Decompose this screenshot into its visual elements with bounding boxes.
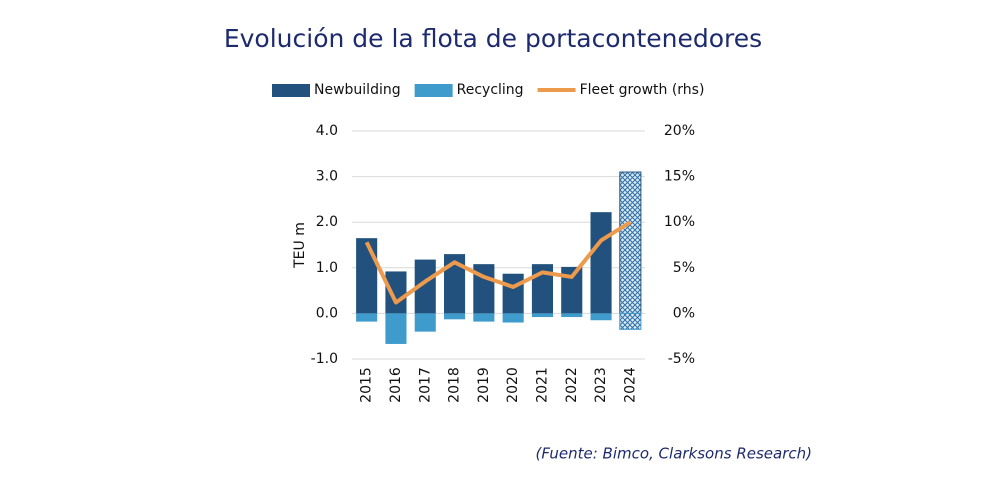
y-tick-label: -1.0 bbox=[311, 351, 338, 367]
y2-tick-label: 20% bbox=[664, 123, 695, 139]
y2-tick-label: -5% bbox=[668, 351, 695, 367]
bar bbox=[619, 171, 642, 314]
x-tick-label: 2018 bbox=[447, 367, 463, 403]
bar bbox=[561, 313, 583, 318]
legend-label: Fleet growth (rhs) bbox=[580, 82, 705, 98]
x-tick-label: 2017 bbox=[417, 367, 433, 403]
bar bbox=[531, 313, 553, 318]
bar bbox=[385, 271, 407, 314]
bar bbox=[414, 313, 436, 332]
y-axis-label: TEU m bbox=[292, 222, 308, 269]
y-tick-label: 3.0 bbox=[316, 169, 338, 185]
bar bbox=[444, 254, 466, 314]
y2-tick-label: 15% bbox=[664, 169, 695, 185]
source: (Fuente: Bimco, Clarksons Research) bbox=[535, 445, 812, 463]
bar bbox=[356, 238, 378, 314]
y2-tick-label: 0% bbox=[673, 305, 695, 321]
bar bbox=[356, 313, 378, 322]
bar bbox=[502, 273, 524, 314]
bar bbox=[561, 266, 583, 314]
x-tick-label: 2021 bbox=[534, 367, 550, 403]
x-tick-label: 2016 bbox=[388, 367, 404, 403]
x-tick-label: 2019 bbox=[476, 367, 492, 403]
x-tick-label: 2024 bbox=[622, 367, 638, 403]
x-tick-label: 2015 bbox=[359, 367, 375, 403]
line bbox=[364, 220, 632, 305]
legend-label: Newbuilding bbox=[314, 82, 401, 98]
chart-title: Evolución de la flota de portacontenedor… bbox=[224, 24, 762, 53]
bar bbox=[444, 313, 466, 320]
y-tick-label: 1.0 bbox=[316, 260, 338, 276]
y-tick-label: 0.0 bbox=[316, 305, 338, 321]
legend-swatch bbox=[414, 84, 453, 97]
y2-tick-label: 10% bbox=[664, 214, 695, 230]
bar bbox=[385, 313, 407, 344]
legend-label: Recycling bbox=[457, 82, 524, 98]
x-tick-label: 2023 bbox=[593, 367, 609, 403]
y-tick-label: 2.0 bbox=[316, 214, 338, 230]
bar bbox=[502, 313, 524, 323]
x-tick-label: 2020 bbox=[505, 367, 521, 403]
y2-tick-label: 5% bbox=[673, 260, 695, 276]
bar bbox=[473, 313, 495, 322]
bar bbox=[590, 313, 612, 321]
bar bbox=[590, 212, 612, 314]
bar bbox=[619, 312, 642, 330]
y-tick-label: 4.0 bbox=[316, 123, 338, 139]
legend-swatch bbox=[272, 84, 310, 97]
x-tick-label: 2022 bbox=[564, 367, 580, 403]
bar bbox=[414, 259, 436, 314]
